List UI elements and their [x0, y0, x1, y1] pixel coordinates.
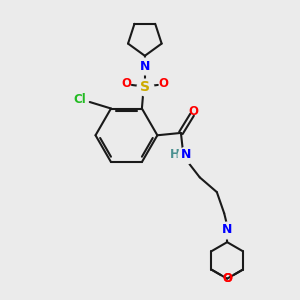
- Text: N: N: [180, 148, 191, 161]
- Text: N: N: [222, 223, 232, 236]
- Text: H: H: [170, 148, 180, 161]
- Text: N: N: [140, 60, 150, 73]
- Text: N: N: [222, 223, 232, 236]
- Text: N: N: [180, 148, 191, 161]
- Text: O: O: [121, 77, 131, 90]
- Text: S: S: [140, 80, 150, 94]
- Text: O: O: [222, 272, 232, 285]
- Text: O: O: [188, 105, 198, 118]
- Text: N: N: [140, 60, 150, 73]
- Text: O: O: [159, 77, 169, 90]
- Text: Cl: Cl: [74, 94, 86, 106]
- Text: O: O: [222, 272, 232, 285]
- Text: S: S: [140, 80, 150, 94]
